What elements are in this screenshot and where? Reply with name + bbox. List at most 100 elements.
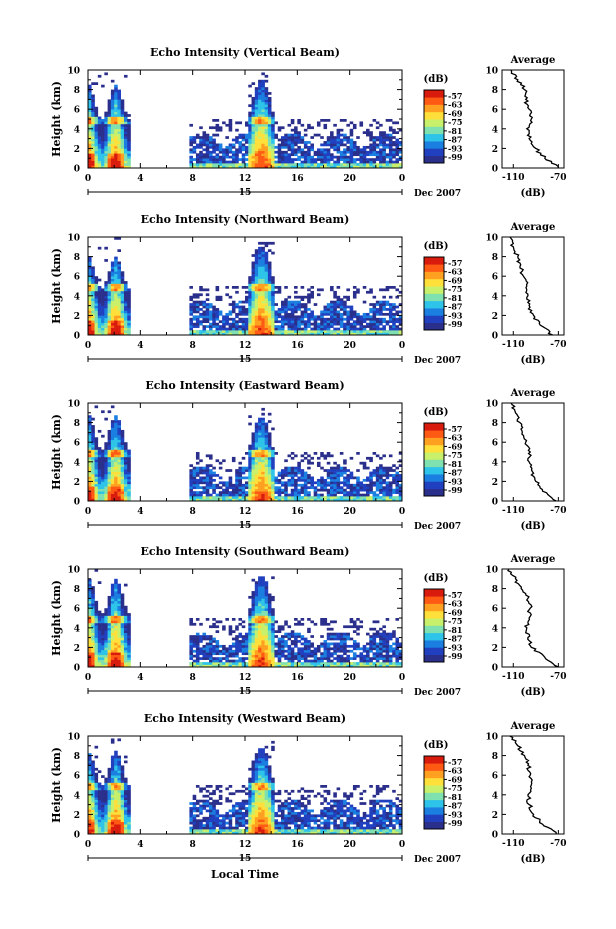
heatmap-cell	[284, 163, 288, 166]
heatmap-cell	[300, 476, 305, 480]
heatmap-cell	[114, 293, 118, 297]
heatmap-cell	[101, 288, 105, 292]
heatmap-cell	[287, 160, 292, 164]
heatmap-cell	[323, 325, 328, 328]
heatmap-cell	[91, 101, 95, 105]
heatmap-cell	[307, 148, 311, 152]
heatmap-cell	[88, 121, 92, 125]
heatmap-cell	[369, 150, 373, 154]
heatmap-cell	[241, 332, 246, 336]
heatmap-cell	[316, 315, 321, 319]
heatmap-cell	[287, 145, 292, 149]
heatmap-cell	[114, 605, 118, 609]
heatmap-cell	[264, 163, 269, 166]
heatmap-cell	[258, 613, 262, 616]
heatmap-cell	[245, 295, 249, 299]
heatmap-cell	[202, 160, 207, 164]
heatmap-cell	[88, 94, 92, 98]
heatmap-cell	[195, 647, 200, 651]
heatmap-cell	[238, 158, 243, 161]
heatmap-cell	[271, 449, 275, 453]
heatmap-cell	[117, 101, 122, 105]
heatmap-cell	[117, 598, 122, 602]
heatmap-cell	[366, 133, 370, 137]
heatmap-cell	[258, 79, 262, 83]
heatmap-cell	[101, 644, 105, 648]
heatmap-cell	[258, 659, 262, 663]
heatmap-cell	[110, 600, 115, 604]
heatmap-cell	[251, 99, 256, 103]
heatmap-cell	[199, 637, 203, 641]
heatmap-cell	[362, 150, 367, 154]
heatmap-cell	[395, 325, 400, 328]
heatmap-cell	[254, 330, 259, 333]
heatmap-cell	[280, 308, 285, 311]
heatmap-cell	[202, 637, 207, 641]
heatmap-cell	[215, 474, 220, 477]
heatmap-cell	[238, 483, 243, 487]
heatmap-cell	[199, 300, 203, 304]
heatmap-cell	[110, 123, 115, 127]
heatmap-cell	[333, 469, 337, 472]
heatmap-cell	[110, 598, 115, 602]
heatmap-cell	[258, 281, 262, 284]
heatmap-cell	[228, 491, 233, 494]
heatmap-cell	[107, 478, 112, 482]
heatmap-cell	[114, 317, 118, 321]
heatmap-cell	[280, 138, 285, 142]
heatmap-cell	[336, 136, 341, 139]
heatmap-cell	[117, 449, 122, 453]
heatmap-cell	[294, 126, 298, 130]
heatmap-cell	[218, 143, 223, 147]
heatmap-cell	[379, 474, 383, 477]
heatmap-cell	[222, 320, 226, 324]
heatmap-cell	[261, 283, 265, 287]
heatmap-cell	[235, 138, 239, 142]
heatmap-cell	[225, 160, 229, 164]
heatmap-cell	[251, 439, 256, 443]
heatmap-cell	[110, 290, 115, 294]
heatmap-cell	[310, 293, 314, 297]
heatmap-cell	[248, 469, 252, 472]
heatmap-cell	[91, 300, 95, 304]
heatmap-cell	[117, 456, 122, 460]
heatmap-cell	[205, 293, 210, 297]
heatmap-cell	[303, 491, 308, 494]
heatmap-cell	[107, 131, 112, 134]
heatmap-cell	[398, 320, 403, 324]
heatmap-cell	[114, 271, 118, 275]
heatmap-cell	[235, 652, 239, 656]
heatmap-cell	[359, 327, 364, 331]
heatmap-cell	[251, 578, 256, 582]
heatmap-cell	[280, 476, 285, 480]
heatmap-cell	[123, 620, 128, 624]
heatmap-cell	[251, 625, 256, 629]
heatmap-cell	[114, 425, 118, 428]
heatmap-cell	[382, 305, 386, 309]
heatmap-cell	[88, 143, 92, 147]
heatmap-cell	[117, 136, 122, 139]
heatmap-cell	[107, 312, 112, 316]
heatmap-cell	[356, 481, 360, 485]
heatmap-cell	[218, 664, 223, 668]
heatmap-cell	[392, 165, 396, 169]
heatmap-cell	[123, 496, 128, 499]
heatmap-cell	[117, 315, 122, 319]
heatmap-cell	[258, 478, 262, 482]
heatmap-cell	[336, 128, 341, 132]
heatmap-cell	[382, 158, 386, 161]
heatmap-cell	[261, 608, 265, 611]
heatmap-cell	[222, 644, 226, 648]
heatmap-cell	[284, 298, 288, 301]
heatmap-cell	[271, 427, 275, 431]
heatmap-cell	[271, 456, 275, 460]
heatmap-cell	[248, 447, 252, 450]
heatmap-cell	[88, 155, 92, 159]
heatmap-cell	[97, 654, 102, 658]
heatmap-cell	[120, 456, 125, 460]
heatmap-cell	[202, 491, 207, 494]
heatmap-cell	[205, 496, 210, 499]
heatmap-cell	[91, 439, 95, 443]
heatmap-cell	[101, 322, 105, 326]
heatmap-cell	[123, 647, 128, 651]
